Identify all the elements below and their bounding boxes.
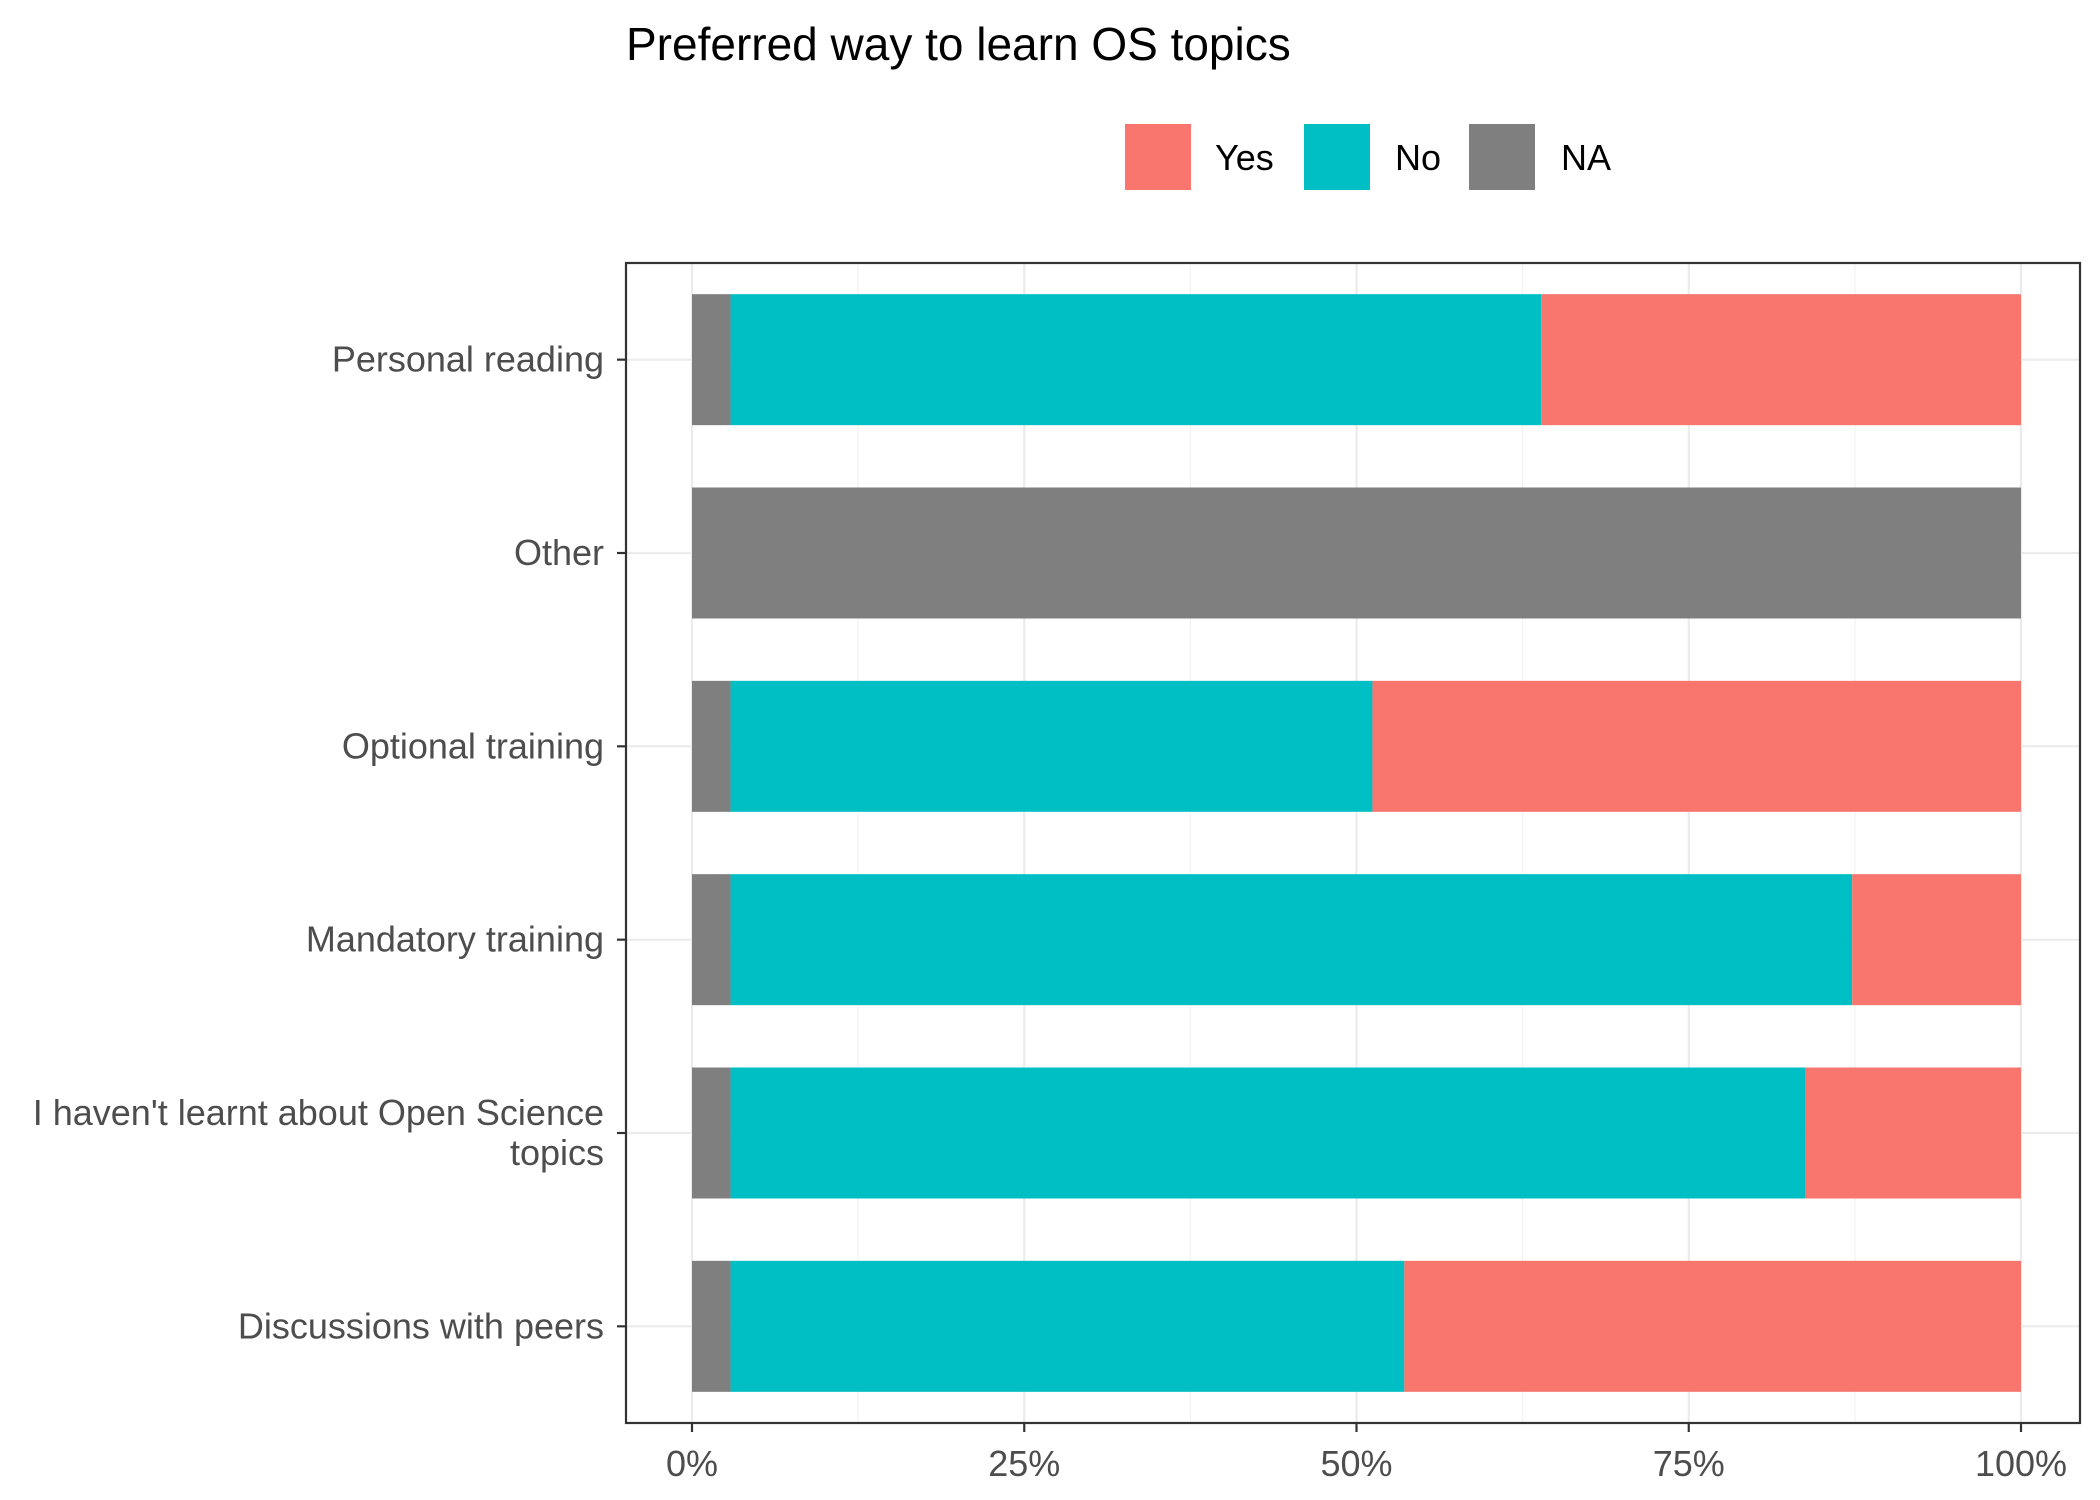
bar-na (692, 294, 731, 426)
legend-key-na (1469, 124, 1535, 190)
x-tick-label: 25% (988, 1443, 1060, 1484)
chart-legend: Yes No NA (1125, 124, 1611, 190)
x-tick-label: 100% (1975, 1443, 2067, 1484)
y-tick-label: Other (514, 532, 604, 573)
legend-key-no (1304, 124, 1370, 190)
chart-title: Preferred way to learn OS topics (626, 18, 1291, 70)
legend-label-yes: Yes (1215, 137, 1274, 178)
y-tick-label: Optional training (342, 725, 604, 766)
y-tick-label: Mandatory training (306, 919, 604, 960)
bar-yes (1541, 294, 2021, 426)
bar-yes (1404, 1260, 2021, 1392)
bar-yes (1852, 874, 2021, 1006)
bar-na (692, 1067, 731, 1199)
panel-border (624, 261, 2082, 1425)
bar-yes (1805, 1067, 2021, 1199)
bar-yes (1372, 680, 2021, 812)
bar-no (730, 1260, 1405, 1392)
bar-na (692, 487, 2021, 619)
y-axis: Personal reading Other Optional training Ma… (33, 339, 626, 1346)
bar-no (730, 1067, 1806, 1199)
legend-label-no: No (1395, 137, 1441, 178)
panel-background (626, 263, 2080, 1423)
bars (692, 294, 2021, 1392)
plot-area (624, 261, 2082, 1425)
y-tick-label: I haven't learnt about Open Science topic… (33, 1092, 604, 1173)
y-tick-label: Personal reading (332, 339, 604, 380)
x-tick-label: 50% (1320, 1443, 1392, 1484)
bar-na (692, 874, 731, 1006)
x-tick-label: 0% (666, 1443, 718, 1484)
legend-key-yes (1125, 124, 1191, 190)
bar-no (730, 294, 1542, 426)
bar-na (692, 680, 731, 812)
legend-label-na: NA (1561, 137, 1611, 178)
bar-na (692, 1260, 731, 1392)
bar-no (730, 680, 1373, 812)
bar-no (730, 874, 1853, 1006)
x-tick-label: 75% (1653, 1443, 1725, 1484)
y-tick-label: Discussions with peers (238, 1305, 604, 1346)
x-axis: 0% 25% 50% 75% 100% (666, 1423, 2067, 1484)
